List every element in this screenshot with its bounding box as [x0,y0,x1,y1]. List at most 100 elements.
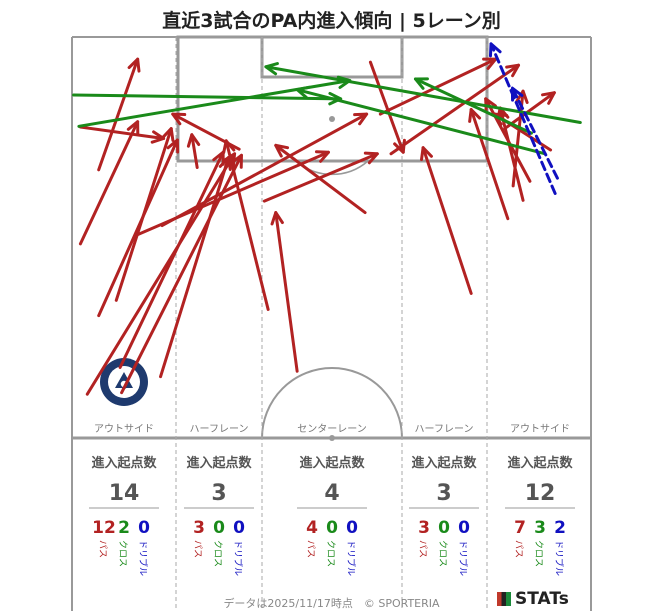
cross-arrow-head [295,85,311,99]
lane-4: アウトサイド 進入起点数 12 7 3 2 パス クロス ドリブル [505,423,575,576]
cross-arrow [72,91,343,106]
pass-arrow-head [150,130,166,144]
pass-arrow-head [493,112,509,126]
pass-arrow [468,108,510,221]
dribble-arrow [488,42,557,195]
pass-arrow-head [230,153,243,169]
cross-arrow [295,85,547,156]
pass-arrow-shaft [484,97,532,183]
pass-arrow-head [222,139,236,155]
lane-cross-label: クロス [212,540,223,567]
pass-arrow-shaft [97,57,140,172]
lane-total: 3 [436,481,451,506]
lane-total: 12 [525,481,556,506]
lane-pass-label: パス [192,540,203,558]
lane-cross-label: クロス [437,540,448,567]
club-badge [100,358,148,406]
dribble-arrow-shaft [489,42,557,195]
lane-pass-count: 7 [514,518,526,538]
lane-dribble-count: 0 [138,518,150,538]
chart-title: 直近3試合のPA内進入傾向 | 5レーン別 [162,10,501,32]
pass-arrow [503,91,556,131]
pass-arrow [420,146,473,295]
lane-0: アウトサイド 進入起点数 14 12 2 0 パス クロス ドリブル [89,423,159,576]
pass-arrow [78,120,140,246]
pass-arrow-head [166,138,180,154]
brand-logo: STATs [497,589,569,609]
cross-arrow-head [264,62,279,76]
cross-arrow [77,75,352,128]
lane-1: ハーフレーン 進入起点数 3 3 0 0 パス クロス ドリブル [184,424,254,576]
pass-arrow-shaft [498,106,525,202]
pass-arrow [222,139,270,311]
lane-cross-count: 0 [326,518,338,538]
cross-arrow-shaft [72,93,343,101]
lane-label: アウトサイド [94,423,154,435]
pass-arrow [114,127,175,302]
lane-dribble-label: ドリブル [345,540,357,576]
lane-stat-heading: 進入起点数 [91,455,157,471]
lane-dribble-count: 0 [346,518,358,538]
pass-arrow [160,112,369,228]
pass-arrow-shaft [503,91,556,131]
lane-dribble-count: 0 [458,518,470,538]
pass-arrow-shaft [159,156,230,379]
pass-arrow-head [127,57,141,73]
brand-name: STATs [515,589,569,609]
lane-stat-heading: 進入起点数 [507,455,573,471]
pass-arrow [378,57,498,116]
lane-cross-count: 3 [534,518,546,538]
pass-arrow-shaft [114,127,173,302]
pass-arrow-head [270,211,284,226]
pass-arrow-head [541,91,556,105]
penalty-spot [329,116,335,122]
lane-total: 3 [211,481,226,506]
dribble-arrow-head [488,42,502,58]
pass-arrow-shaft [85,152,237,396]
pass-arrow-head [482,57,498,70]
lane-stat-heading: 進入起点数 [411,455,477,471]
lane-pass-count: 4 [306,518,318,538]
lane-dribble-label: ドリブル [457,540,469,576]
pass-arrow [85,152,237,396]
lane-cross-label: クロス [117,540,128,567]
cross-arrow-shaft [264,65,582,124]
lane-total: 4 [324,481,339,506]
lane-label: アウトサイド [510,423,570,435]
pass-arrow-head [515,89,529,104]
center-circle [261,367,403,439]
lane-stats: アウトサイド 進入起点数 14 12 2 0 パス クロス ドリブル ハーフレー… [89,423,575,576]
pass-arrow-head [274,143,290,158]
center-spot [329,435,335,441]
pass-arrow-head [420,146,433,162]
dribble-arrow [510,86,559,180]
pass-arrow [97,57,141,172]
pass-arrow [159,156,232,379]
cross-arrow-shaft [295,88,547,156]
lane-dribble-count: 0 [233,518,245,538]
pass-arrow-head [505,63,520,78]
lane-dribble-label: ドリブル [137,540,149,576]
pass-arrow-shaft [469,108,510,221]
lane-2: センターレーン 進入起点数 4 4 0 0 パス クロス ドリブル [297,423,367,576]
lane-pass-label: パス [305,540,316,558]
lane-3: ハーフレーン 進入起点数 3 3 0 0 パス クロス ドリブル [409,424,479,576]
lane-stat-heading: 進入起点数 [186,455,252,471]
lane-total: 14 [109,481,140,506]
pass-arrow-shaft [421,146,473,295]
pass-arrow-shaft [118,150,225,369]
pass-arrow-head [171,112,187,126]
pass-arrow-shaft [368,60,405,154]
cross-arrow-shaft [413,77,533,135]
lane-label: ハーフレーン [415,424,474,435]
pass-arrow-shaft [224,139,270,311]
lane-dribble-count: 2 [554,518,566,538]
lane-cross-count: 0 [438,518,450,538]
lane-dribble-label: ドリブル [232,540,244,576]
lane-dribble-label: ドリブル [553,540,565,576]
pass-arrow-shaft [190,133,199,170]
pass-arrow-shaft [78,120,140,246]
lane-pass-label: パス [417,540,428,558]
lane-pass-count: 12 [92,518,116,538]
